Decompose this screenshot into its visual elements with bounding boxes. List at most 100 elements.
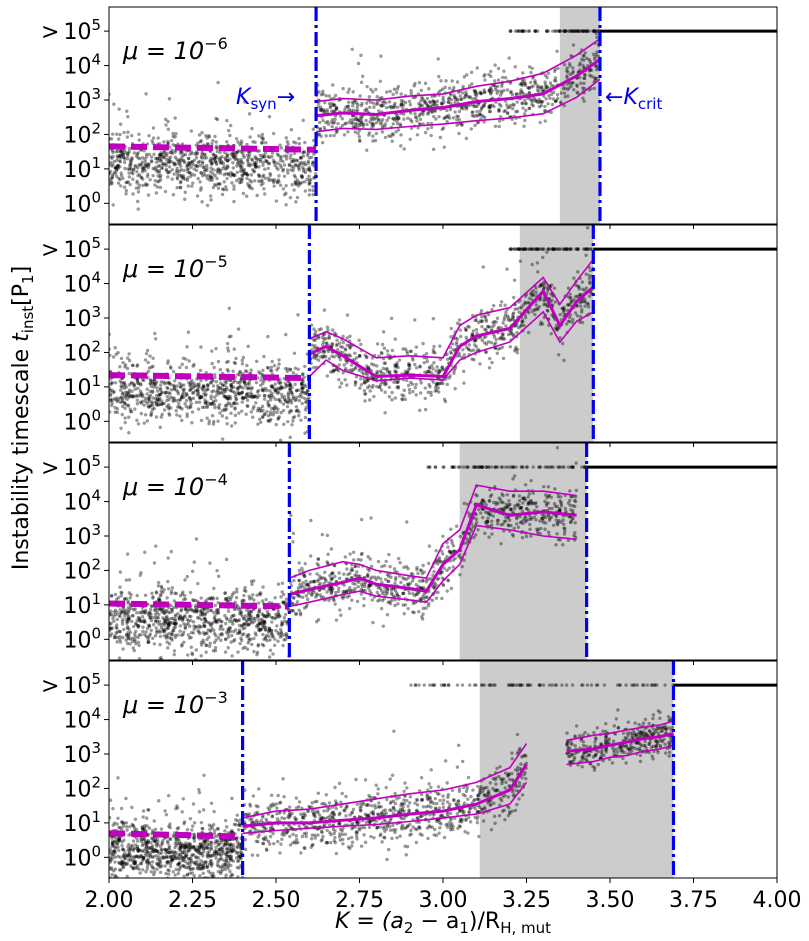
scatter-point <box>312 152 316 156</box>
scatter-point <box>200 152 204 157</box>
scatter-point <box>247 611 251 615</box>
scatter-point <box>573 520 577 525</box>
scatter-point <box>202 607 206 612</box>
scatter-point <box>377 385 382 389</box>
scatter-point <box>118 153 123 157</box>
capped-point <box>572 29 576 33</box>
scatter-point <box>290 391 294 395</box>
scatter-point <box>431 573 435 578</box>
scatter-point <box>258 627 262 632</box>
scatter-point <box>270 151 275 155</box>
scatter-point <box>259 141 264 145</box>
scatter-point <box>155 386 159 390</box>
scatter-point <box>222 187 226 192</box>
scatter-point <box>540 85 544 89</box>
scatter-point <box>194 164 199 168</box>
scatter-point <box>132 624 136 629</box>
scatter-point <box>492 83 497 88</box>
capped-point <box>533 29 537 33</box>
scatter-point <box>224 380 229 385</box>
scatter-point <box>323 100 327 105</box>
scatter-point <box>231 161 235 165</box>
scatter-point <box>266 161 271 166</box>
scatter-point <box>166 579 170 584</box>
scatter-point <box>385 349 390 353</box>
scatter-point <box>277 179 281 184</box>
greater-than-label: > <box>41 238 59 263</box>
scatter-point <box>255 650 260 655</box>
scatter-point <box>286 380 291 384</box>
scatter-point <box>443 115 447 120</box>
scatter-point <box>285 404 290 409</box>
scatter-point <box>125 552 130 556</box>
scatter-point <box>138 400 143 404</box>
scatter-point <box>381 103 386 108</box>
scatter-point <box>262 643 266 648</box>
scatter-point <box>413 385 418 390</box>
scatter-point <box>241 627 245 631</box>
scatter-point <box>124 402 128 407</box>
scatter-point <box>430 94 434 99</box>
scatter-point <box>209 170 213 174</box>
scatter-point <box>243 369 248 373</box>
scatter-point <box>146 404 150 409</box>
scatter-point <box>228 157 232 161</box>
scatter-point <box>570 299 574 304</box>
scatter-point <box>168 155 173 159</box>
capped-point <box>569 29 573 33</box>
capped-point <box>584 247 588 251</box>
scatter-point <box>218 169 223 173</box>
scatter-point <box>357 124 362 128</box>
scatter-point <box>205 383 210 387</box>
scatter-point <box>337 377 341 382</box>
scatter-point <box>145 387 149 391</box>
scatter-point <box>539 282 544 287</box>
scatter-point <box>392 594 396 598</box>
scatter-point <box>118 132 122 137</box>
scatter-point <box>232 390 237 395</box>
scatter-point <box>251 668 254 671</box>
scatter-point <box>199 395 203 400</box>
scatter-point <box>569 84 573 88</box>
scatter-point <box>232 613 236 618</box>
scatter-point <box>117 107 121 111</box>
scatter-point <box>180 592 184 596</box>
scatter-point <box>203 393 208 398</box>
scatter-point <box>484 334 488 339</box>
scatter-point <box>313 329 318 334</box>
scatter-point <box>247 594 251 599</box>
scatter-point <box>446 97 451 101</box>
scatter-point <box>230 151 235 156</box>
scatter-point <box>229 170 233 175</box>
scatter-point <box>400 102 404 106</box>
scatter-point <box>365 108 369 113</box>
panel-plot-area <box>109 7 777 224</box>
scatter-point <box>390 132 395 136</box>
capped-point <box>536 29 540 33</box>
scatter-point <box>375 369 379 374</box>
scatter-point <box>119 611 123 615</box>
scatter-point <box>226 394 231 399</box>
scatter-point <box>266 418 270 423</box>
scatter-point <box>570 71 575 75</box>
scatter-point <box>204 643 209 648</box>
scatter-point <box>169 603 173 608</box>
scatter-point <box>168 391 172 396</box>
scatter-point <box>165 635 169 639</box>
scatter-point <box>215 156 219 160</box>
scatter-point <box>257 607 262 612</box>
scatter-point <box>321 108 326 112</box>
scatter-point <box>314 336 318 340</box>
scatter-point <box>183 614 187 618</box>
capped-point <box>563 29 568 33</box>
scatter-point <box>174 622 178 626</box>
scatter-point <box>179 158 183 163</box>
scatter-point <box>231 150 236 155</box>
scatter-point <box>169 159 173 163</box>
scatter-point <box>232 618 237 622</box>
scatter-point <box>373 138 378 143</box>
scatter-point <box>462 75 467 79</box>
scatter-point <box>455 337 460 341</box>
